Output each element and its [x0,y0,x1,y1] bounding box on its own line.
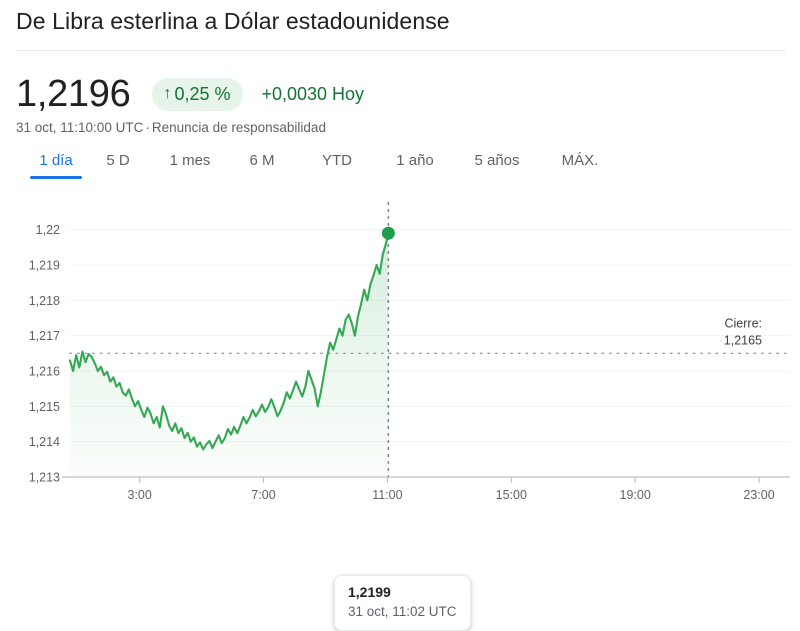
svg-text:1,215: 1,215 [29,400,60,414]
svg-text:1,218: 1,218 [29,294,60,308]
price-chart[interactable]: 1,22 1,219 1,218 1,217 1,216 1,215 1,214 1,213 … [0,190,800,631]
svg-text:1,22: 1,22 [36,223,60,237]
stock-quote-page: De Libra esterlina a Dólar estadounidens… [0,8,800,631]
disclaimer-link[interactable]: Renuncia de responsabilidad [151,120,326,135]
svg-text:1,214: 1,214 [29,435,60,449]
quote-meta: 31 oct, 11:10:00 UTC · Renuncia de respons… [16,119,326,137]
quote-timestamp: 31 oct, 11:10:00 UTC [16,120,144,135]
tab-5-d[interactable]: 5 D [106,152,130,169]
tab-5-anos[interactable]: 5 años [474,152,520,169]
svg-text:15:00: 15:00 [496,488,527,502]
svg-text:3:00: 3:00 [128,488,152,502]
change-percent-badge: ↑ 0,25 % [152,77,244,111]
svg-text:1,217: 1,217 [29,329,60,343]
tab-1-ano[interactable]: 1 año [396,152,434,169]
arrow-up-icon: ↑ [163,84,172,102]
close-label-value: 1,2165 [724,333,762,347]
tooltip-price: 1,2199 [348,584,391,600]
header-divider [16,50,786,51]
tab-ytd[interactable]: YTD [322,152,352,169]
svg-text:1,219: 1,219 [29,259,60,273]
change-percent-value: 0,25 % [174,83,231,104]
tab-max[interactable]: MÁX. [561,152,599,169]
x-axis-labels: 3:00 7:00 11:00 15:00 19:00 23:00 [128,488,775,502]
chart-canvas[interactable]: 1,221,2191,2181,2171,2161,2151,2141,213 … [0,190,800,516]
svg-text:7:00: 7:00 [251,488,275,502]
x-axis [62,476,790,483]
close-label-text: Cierre: [724,316,762,330]
svg-text:19:00: 19:00 [620,488,651,502]
tab-6-m[interactable]: 6 M [249,152,275,169]
current-price: 1,2196 [16,73,131,115]
meta-separator: · [145,120,150,135]
chart-area-fill [70,233,389,477]
change-absolute-value: +0,0030 Hoy [261,84,365,104]
tab-1-dia[interactable]: 1 día [30,151,82,180]
quote-summary: 1,2196 ↑ 0,25 % +0,0030 Hoy [16,72,364,116]
range-tabs: 1 día 5 D 1 mes 6 M YTD 1 año 5 años MÁX… [30,151,620,180]
svg-text:1,213: 1,213 [29,471,60,485]
tab-1-mes[interactable]: 1 mes [169,152,211,169]
y-axis-labels: 1,22 1,219 1,218 1,217 1,216 1,215 1,214 1,213 [29,223,60,484]
chart-tooltip: 1,2199 31 oct, 11:02 UTC [334,575,471,631]
svg-text:23:00: 23:00 [743,488,774,502]
last-point-marker [381,226,395,240]
svg-text:11:00: 11:00 [372,488,402,502]
tooltip-timestamp: 31 oct, 11:02 UTC [348,604,457,619]
svg-text:1,216: 1,216 [29,365,60,379]
page-title: De Libra esterlina a Dólar estadounidens… [16,8,450,34]
chart-line [68,232,390,451]
